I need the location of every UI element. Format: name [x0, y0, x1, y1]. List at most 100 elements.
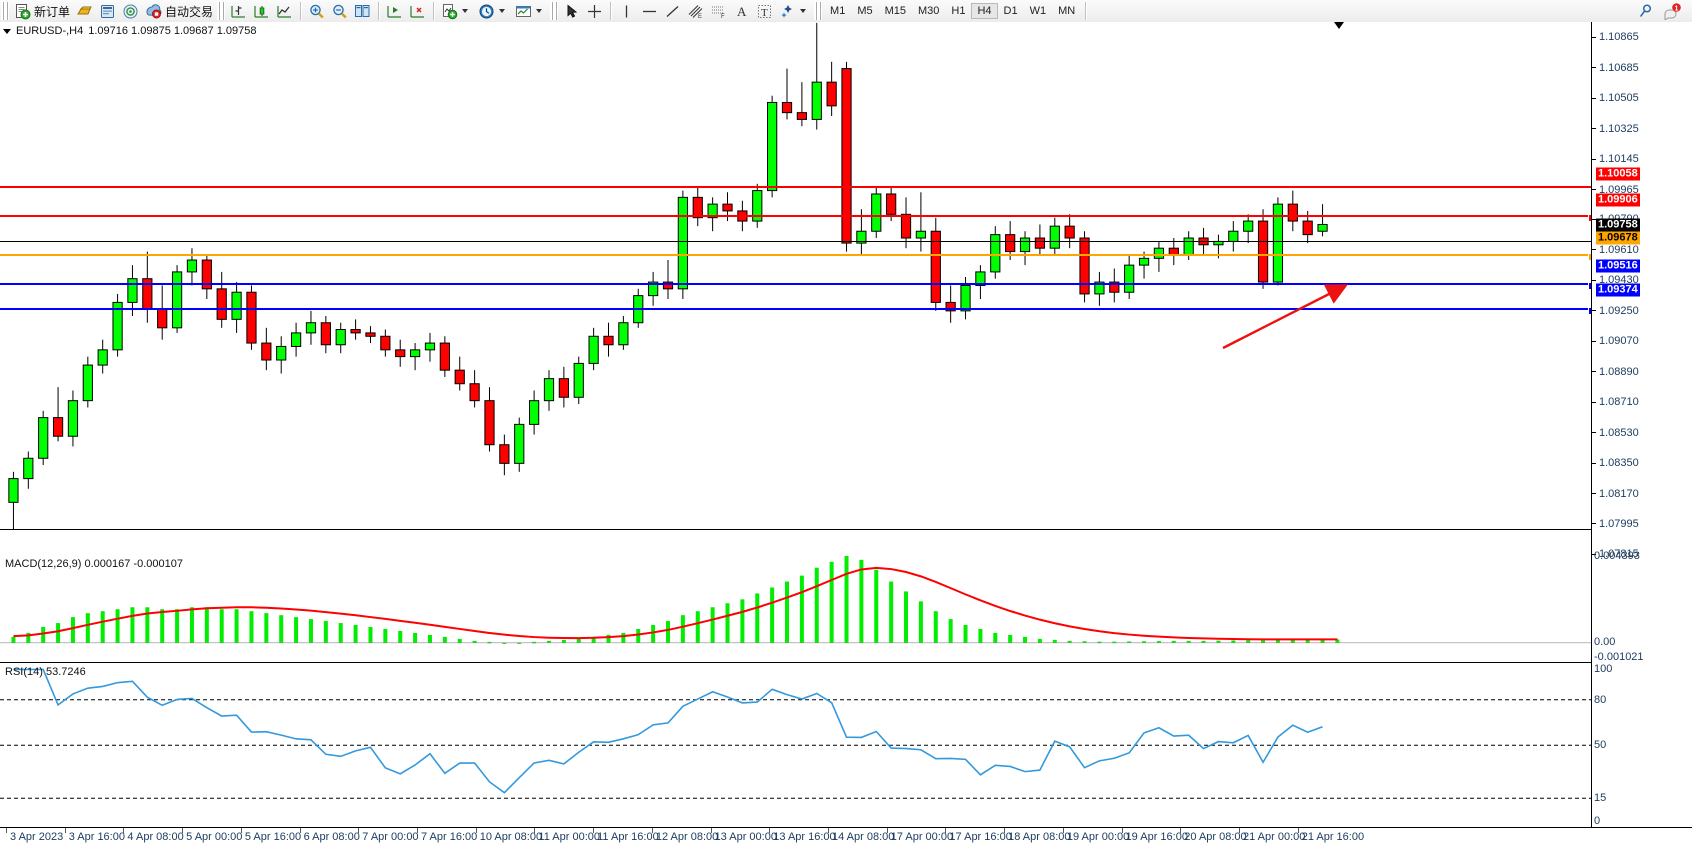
price-label-resistance[interactable]: 1.09906 [1596, 193, 1640, 207]
level-handle-1-09516[interactable] [1588, 282, 1592, 290]
time-axis[interactable]: 3 Apr 2023 3 Apr 16:00 4 Apr 08:00 5 Apr 00… [0, 827, 1692, 850]
new-order-button[interactable]: 新订单 [11, 1, 73, 21]
time-tick-label: 13 Apr 00:00 [714, 831, 777, 843]
main-toolbar: 新订单 [0, 0, 1692, 23]
price-label-pivot[interactable]: 1.09678 [1596, 231, 1640, 245]
vertical-line-icon [618, 3, 635, 20]
chart-canvas-area[interactable]: EURUSD-,H4 1.09716 1.09875 1.09687 1.097… [0, 22, 1692, 827]
time-tick-sep [710, 828, 712, 833]
level-line-1-09906[interactable] [0, 214, 1592, 222]
level-handle-1-09374[interactable] [1588, 307, 1592, 315]
timeframe-w1[interactable]: W1 [1029, 5, 1047, 17]
autotrading-icon [145, 3, 162, 20]
terminal-icon [99, 3, 116, 20]
price-label-current-price[interactable]: 1.09758 [1596, 218, 1640, 232]
price-tick: 1.10325 [1592, 123, 1639, 135]
toolbar-grip-4[interactable] [814, 2, 823, 20]
add-indicator-caret-icon[interactable] [462, 9, 469, 13]
price-axis[interactable]: 1.10865 1.10685 1.10505 1.10325 1.10145 1.099… [1591, 22, 1692, 827]
timeframe-m5[interactable]: M5 [857, 5, 873, 17]
period-button[interactable] [475, 1, 512, 21]
timeframe-mn[interactable]: MN [1058, 5, 1076, 17]
macd-tick: 0.004393 [1594, 550, 1640, 562]
search-icon[interactable] [1637, 3, 1654, 20]
time-tick-sep [769, 828, 771, 833]
time-tick-sep [1238, 828, 1240, 833]
price-label-support[interactable]: 1.09374 [1596, 283, 1640, 297]
autotrading-button[interactable]: 自动交易 [142, 1, 216, 21]
level-handle-1-09906[interactable] [1588, 214, 1592, 222]
vertical-line-button[interactable] [615, 1, 638, 21]
text-box-button[interactable]: T [753, 1, 776, 21]
text-label-button[interactable]: A [730, 1, 753, 21]
trend-arrow-annotation[interactable] [1215, 280, 1375, 360]
price-pane[interactable]: EURUSD-,H4 1.09716 1.09875 1.09687 1.097… [0, 22, 1592, 530]
crosshair-button[interactable] [583, 1, 606, 21]
toolbar-separator-2 [378, 2, 380, 20]
toolbar-separator-4 [610, 2, 612, 20]
price-tick: 1.08170 [1592, 488, 1639, 500]
level-line-1-09374[interactable] [0, 307, 1592, 315]
zoom-out-button[interactable] [328, 1, 351, 21]
bar-chart-button[interactable] [227, 1, 250, 21]
templates-caret-icon[interactable] [536, 9, 543, 13]
time-tick-label: 11 Apr 16:00 [597, 831, 659, 843]
macd-pane[interactable]: MACD(12,26,9) 0.000167 -0.000107 [0, 556, 1592, 663]
time-tick-sep [64, 828, 66, 833]
zoom-in-button[interactable] [305, 1, 328, 21]
trendline-button[interactable] [661, 1, 684, 21]
zoom-out-icon [331, 3, 348, 20]
level-line-1-09678[interactable] [0, 253, 1592, 261]
alerts-icon[interactable]: 1 [1662, 2, 1682, 20]
chart-menu-caret-icon[interactable] [3, 28, 11, 34]
svg-text:F: F [721, 14, 725, 20]
line-chart-button[interactable] [273, 1, 296, 21]
timeframe-m15[interactable]: M15 [884, 5, 906, 17]
crosshair-top-marker-icon [1334, 22, 1344, 29]
equidistant-channel-button[interactable]: E [684, 1, 707, 21]
period-caret-icon[interactable] [499, 9, 506, 13]
autotrading-label: 自动交易 [165, 4, 214, 19]
horizontal-line-button[interactable] [638, 1, 661, 21]
price-label-support[interactable]: 1.09516 [1596, 259, 1640, 273]
rsi-plot [0, 668, 1592, 799]
time-tick-sep [945, 828, 947, 833]
time-tick-label: 18 Apr 08:00 [1008, 831, 1071, 843]
candlestick-button[interactable] [250, 1, 273, 21]
price-tick: 1.10865 [1592, 31, 1639, 43]
add-indicator-button[interactable] [438, 1, 475, 21]
timeframe-m30[interactable]: M30 [918, 5, 940, 17]
timeframe-h4[interactable]: H4 [971, 3, 998, 19]
price-tick: 1.08710 [1592, 396, 1639, 408]
timeframe-d1[interactable]: D1 [1003, 5, 1018, 17]
timeframe-h1[interactable]: H1 [951, 5, 966, 17]
gold-bar-button[interactable] [73, 1, 96, 21]
timeframe-m1[interactable]: M1 [830, 5, 846, 17]
toolbar-grip-2[interactable] [217, 2, 226, 20]
gold-bar-icon [76, 3, 93, 20]
templates-button[interactable] [512, 1, 549, 21]
shift-end-button[interactable] [383, 1, 406, 21]
shapes-button[interactable] [776, 1, 813, 21]
rsi-pane[interactable]: RSI(14) 53.7246 [0, 664, 1592, 827]
tile-windows-button[interactable] [351, 1, 374, 21]
level-line-1-09516[interactable] [0, 282, 1592, 290]
toolbar-grip[interactable] [1, 2, 9, 20]
grid-button[interactable] [406, 1, 429, 21]
time-tick-sep [827, 828, 829, 833]
toolbar-grip-3[interactable] [550, 2, 559, 20]
time-tick-sep [1297, 828, 1299, 833]
time-tick-sep [534, 828, 536, 833]
price-label-resistance[interactable]: 1.10058 [1596, 167, 1640, 181]
shapes-caret-icon[interactable] [800, 9, 807, 13]
level-line-1-10058[interactable] [0, 186, 1592, 188]
level-handle-1-09678[interactable] [1588, 253, 1592, 261]
symbol-info-row: EURUSD-,H4 1.09716 1.09875 1.09687 1.097… [3, 25, 256, 37]
tile-windows-icon [354, 3, 371, 20]
navigator-button[interactable] [119, 1, 142, 21]
fibonacci-icon: F [710, 3, 727, 20]
rsi-tick: 80 [1594, 693, 1607, 706]
terminal-button[interactable] [96, 1, 119, 21]
fibonacci-button[interactable]: F [707, 1, 730, 21]
cursor-button[interactable] [560, 1, 583, 21]
